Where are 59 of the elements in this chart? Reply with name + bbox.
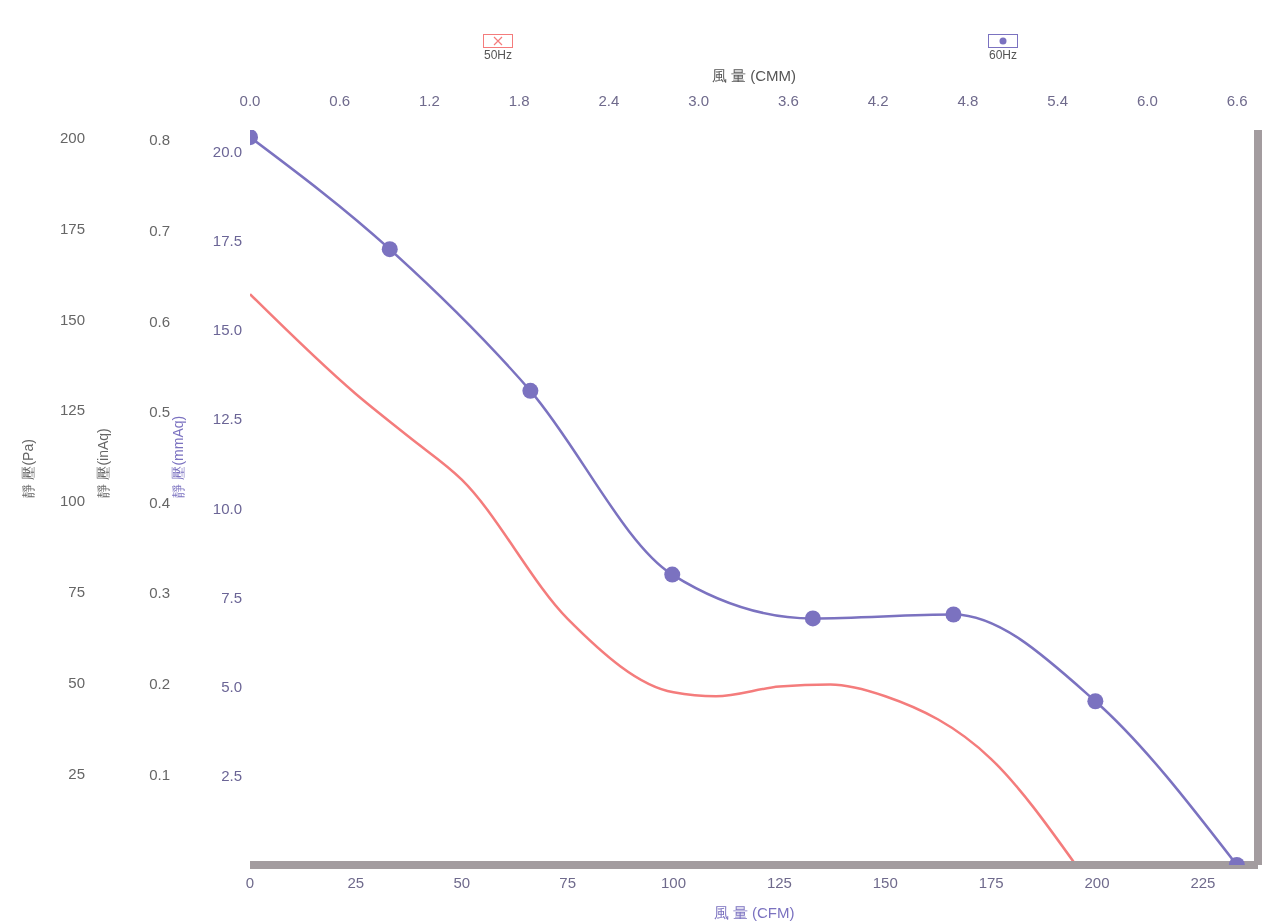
x2-tick-label: 6.0 — [1136, 92, 1158, 109]
point — [804, 610, 821, 627]
point — [945, 606, 962, 623]
y3-axis-title: 靜 壓(inAq) — [94, 428, 111, 498]
y-tick-label: 20.0 — [212, 142, 242, 160]
legend-label: 60Hz — [988, 48, 1017, 62]
y-tick-label: 2.5 — [221, 767, 242, 785]
y3-tick-label: 0.4 — [149, 493, 170, 511]
x2-tick-label: 2.4 — [598, 92, 620, 109]
x-tick-label: 125 — [766, 873, 792, 891]
x-tick-label: 25 — [347, 873, 365, 891]
y2-tick-label: 75 — [68, 583, 85, 601]
y3-tick-label: 0.6 — [149, 312, 170, 330]
y-tick-label: 12.5 — [212, 410, 242, 428]
y2-tick-label: 125 — [59, 401, 85, 419]
point — [522, 382, 539, 399]
x2-tick-label: 4.2 — [867, 92, 889, 109]
y3-tick-label: 0.1 — [149, 765, 170, 783]
y-tick-label: 17.5 — [212, 231, 242, 249]
point — [1087, 693, 1104, 710]
y2-tick-label: 200 — [59, 128, 85, 146]
y3-tick-label: 0.5 — [149, 403, 170, 421]
x-tick-label: 75 — [559, 873, 576, 891]
x-tick-label: 200 — [1084, 873, 1110, 891]
y-tick-label: 10.0 — [212, 499, 242, 517]
y3-tick-label: 0.2 — [149, 675, 170, 693]
x2-tick-label: 6.6 — [1226, 92, 1248, 109]
x2-tick-label: 3.6 — [777, 92, 799, 109]
y-tick-label: 7.5 — [221, 588, 242, 606]
x2-tick-label: 4.8 — [957, 92, 979, 109]
y2-axis-title: 靜 壓(Pa) — [19, 439, 36, 498]
x2-tick-label: 1.2 — [419, 92, 440, 109]
x2-tick-label: 3.0 — [688, 92, 710, 109]
y3-tick-label: 0.7 — [149, 221, 170, 239]
y-tick-label: 15.0 — [212, 321, 242, 339]
point — [664, 566, 681, 583]
legend-label: 50Hz — [483, 48, 512, 62]
y2-tick-label: 175 — [59, 219, 85, 237]
y3-tick-label: 0.8 — [149, 131, 170, 149]
x-tick-label: 50 — [453, 873, 471, 891]
x-tick-label: 0 — [245, 873, 255, 891]
x2-axis-title: 風 量 (CMM) — [711, 66, 797, 84]
y3-tick-label: 0.3 — [149, 584, 170, 602]
x-tick-label: 100 — [661, 873, 687, 891]
x2-tick-label: 5.4 — [1047, 92, 1069, 109]
x-axis-title: 風 量 (CFM) — [713, 904, 795, 921]
y2-tick-label: 25 — [68, 765, 85, 783]
x-tick-label: 150 — [872, 873, 898, 891]
y2-tick-label: 50 — [68, 674, 85, 692]
y2-tick-label: 100 — [59, 492, 85, 510]
y-tick-label: 5.0 — [221, 677, 242, 695]
y-axis-title: 靜 壓(mmAq) — [169, 415, 186, 498]
x2-tick-label: 1.8 — [508, 92, 530, 109]
x2-tick-label: 0.0 — [239, 92, 261, 109]
y2-tick-label: 150 — [59, 310, 85, 328]
x-tick-label: 225 — [1190, 873, 1216, 891]
x2-tick-label: 0.6 — [329, 92, 351, 109]
x-tick-label: 175 — [978, 873, 1004, 891]
point — [381, 241, 398, 258]
